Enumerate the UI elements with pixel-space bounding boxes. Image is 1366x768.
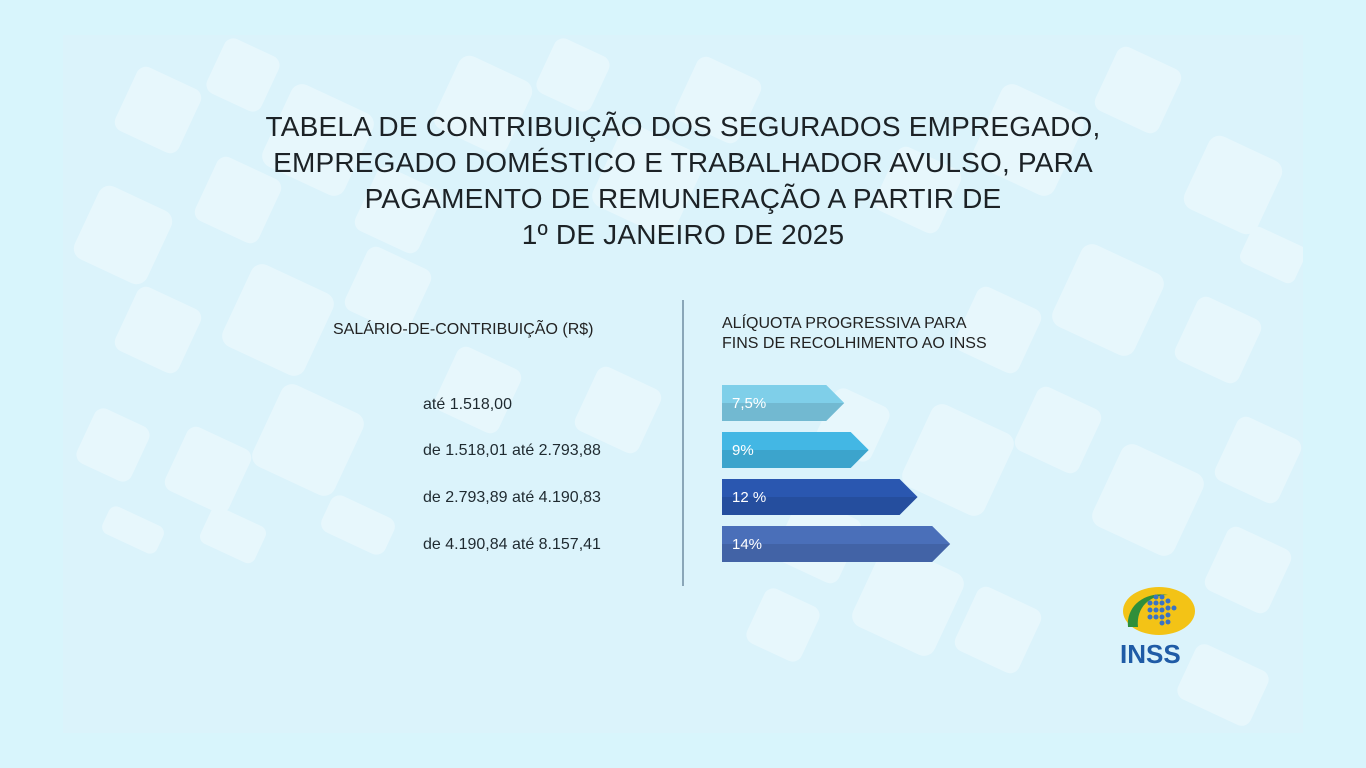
rate-bar: 7,5% [722, 385, 845, 421]
title-line: 1º DE JANEIRO DE 2025 [521, 219, 845, 250]
rate-bar: 12 % [722, 479, 918, 515]
bar-arrow [722, 385, 845, 421]
title-line: TABELA DE CONTRIBUIÇÃO DOS SEGURADOS EMP… [265, 111, 1101, 142]
bar-arrow [722, 432, 869, 468]
category-label: de 2.793,89 até 4.190,83 [423, 489, 601, 506]
bar-value-label: 9% [732, 442, 754, 459]
rate-bar: 9% [722, 432, 869, 468]
rate-bar: 14% [722, 526, 951, 562]
bar-shade [722, 403, 845, 421]
rate-header-line: ALÍQUOTA PROGRESSIVA PARA [722, 315, 967, 332]
bar-shade [722, 544, 951, 562]
infographic-card: TABELA DE CONTRIBUIÇÃO DOS SEGURADOS EMP… [63, 35, 1303, 733]
bar-arrow [722, 479, 918, 515]
bar-arrow [722, 526, 951, 562]
category-label: de 4.190,84 até 8.157,41 [423, 536, 601, 553]
title-line: PAGAMENTO DE REMUNERAÇÃO A PARTIR DE [364, 183, 1002, 214]
bar-shade [722, 497, 918, 515]
rate-column-header: ALÍQUOTA PROGRESSIVA PARA FINS DE RECOLH… [722, 314, 987, 354]
inss-logo-text: INSS [1120, 639, 1181, 669]
bar-value-label: 12 % [732, 489, 766, 506]
rate-bars: 7,5% 9% 12 % 14% [722, 385, 951, 562]
title-line: EMPREGADO DOMÉSTICO E TRABALHADOR AVULSO… [273, 147, 1093, 178]
category-label: de 1.518,01 até 2.793,88 [423, 442, 601, 459]
rate-header-line: FINS DE RECOLHIMENTO AO INSS [722, 335, 987, 352]
bar-value-label: 7,5% [732, 395, 766, 412]
bar-shade [722, 450, 869, 468]
column-divider [682, 300, 684, 586]
salary-column-header: SALÁRIO-DE-CONTRIBUIÇÃO (R$) [333, 321, 594, 338]
bar-value-label: 14% [732, 536, 762, 553]
inss-logo-icon [1123, 587, 1195, 635]
background-pattern [73, 38, 1303, 726]
category-label: até 1.518,00 [423, 396, 512, 413]
chart-title: TABELA DE CONTRIBUIÇÃO DOS SEGURADOS EMP… [63, 109, 1303, 253]
